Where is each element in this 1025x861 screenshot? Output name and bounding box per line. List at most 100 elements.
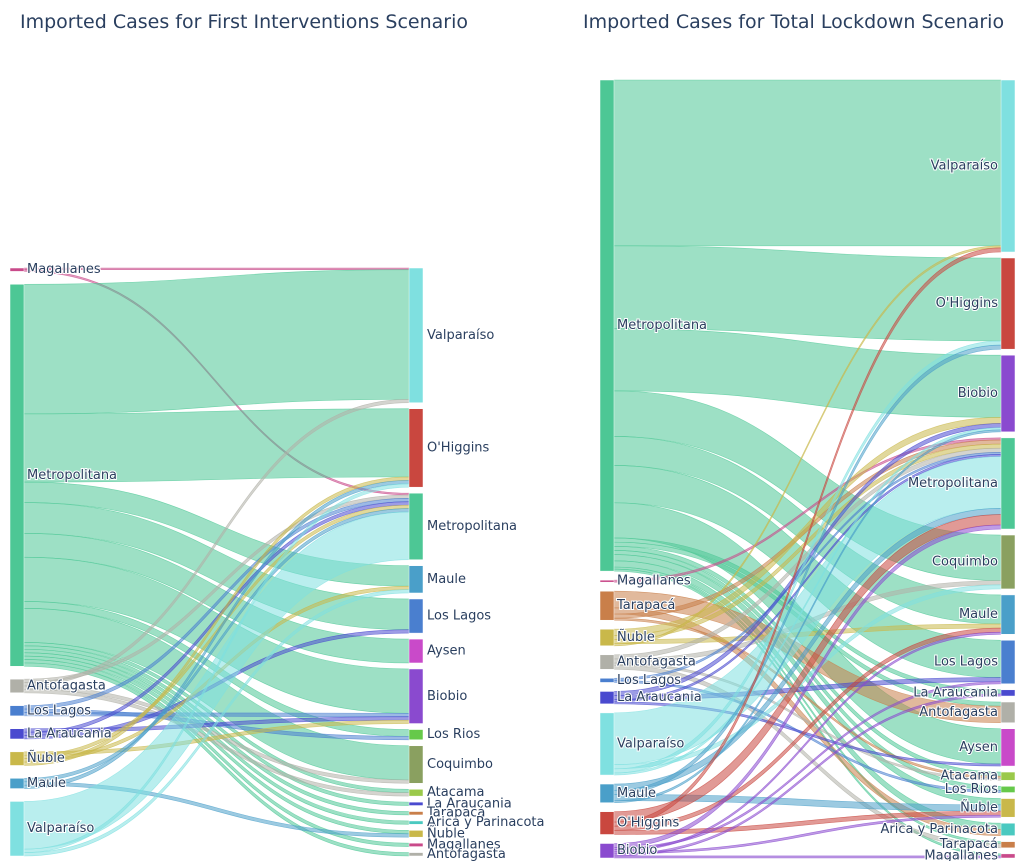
target-node bbox=[408, 598, 424, 634]
target-node bbox=[408, 408, 424, 488]
target-node bbox=[408, 820, 424, 825]
source-node bbox=[9, 728, 25, 740]
target-node bbox=[408, 789, 424, 797]
target-label: La Araucania bbox=[913, 685, 998, 700]
target-node bbox=[1000, 728, 1016, 767]
target-node bbox=[1000, 841, 1016, 849]
target-node bbox=[1000, 437, 1016, 530]
target-label: O'Higgins bbox=[427, 440, 490, 455]
source-label: Metropolitana bbox=[617, 318, 707, 333]
target-label: Metropolitana bbox=[908, 476, 998, 491]
target-node bbox=[408, 668, 424, 724]
target-label: Aysen bbox=[959, 740, 998, 755]
source-label: Biobio bbox=[617, 843, 657, 858]
target-label: Maule bbox=[959, 607, 998, 622]
target-node bbox=[408, 638, 424, 664]
source-label: Los Lagos bbox=[27, 703, 91, 718]
source-label: Ñuble bbox=[27, 750, 65, 766]
target-label: Tarapacá bbox=[426, 806, 485, 821]
target-node bbox=[1000, 822, 1016, 836]
source-node bbox=[9, 801, 25, 857]
target-node bbox=[408, 492, 424, 560]
source-node bbox=[9, 678, 25, 694]
target-label: Arica y Parinacota bbox=[427, 815, 544, 830]
target-node bbox=[408, 745, 424, 784]
target-label: Coquimbo bbox=[427, 757, 493, 772]
target-label: Biobio bbox=[958, 386, 998, 401]
target-node bbox=[408, 811, 424, 816]
target-node bbox=[408, 729, 424, 741]
source-label: Magallanes bbox=[27, 262, 101, 277]
target-label: Antofagasta bbox=[919, 705, 998, 720]
layer bbox=[9, 79, 1016, 859]
target-label: Tarapacá bbox=[939, 837, 998, 852]
target-label: Los Lagos bbox=[427, 609, 491, 624]
target-label: Aysen bbox=[427, 644, 466, 659]
target-node bbox=[1000, 79, 1016, 253]
target-node bbox=[1000, 853, 1016, 859]
source-node bbox=[599, 691, 615, 705]
source-label: Valparaíso bbox=[617, 736, 684, 751]
source-label: Tarapacá bbox=[616, 598, 675, 613]
source-label: La Araucania bbox=[27, 726, 112, 741]
source-label: Antofagasta bbox=[617, 655, 696, 670]
target-label: Los Rios bbox=[945, 782, 998, 797]
target-node bbox=[408, 801, 424, 806]
target-node bbox=[1000, 771, 1016, 781]
layer bbox=[23, 79, 1002, 859]
target-node bbox=[1000, 354, 1016, 433]
source-label: Metropolitana bbox=[27, 468, 117, 483]
source-node bbox=[599, 843, 615, 859]
target-label: Ñuble bbox=[427, 825, 465, 841]
target-label: Atacama bbox=[941, 769, 998, 784]
source-label: Los Lagos bbox=[617, 673, 681, 688]
target-label: Ñuble bbox=[960, 799, 998, 815]
target-node bbox=[1000, 640, 1016, 685]
source-node bbox=[599, 811, 615, 835]
target-label: Atacama bbox=[427, 785, 484, 800]
source-node bbox=[9, 778, 25, 789]
target-label: Biobio bbox=[427, 689, 467, 704]
source-node bbox=[599, 579, 615, 583]
target-node bbox=[1000, 786, 1016, 793]
target-node bbox=[1000, 689, 1016, 697]
target-label: Los Rios bbox=[427, 727, 480, 742]
target-label: Antofagasta bbox=[427, 847, 506, 861]
source-node bbox=[9, 705, 25, 717]
source-node bbox=[599, 590, 615, 621]
source-node bbox=[599, 783, 615, 803]
target-label: Valparaíso bbox=[427, 328, 494, 343]
target-label: La Araucania bbox=[427, 796, 512, 811]
source-label: Maule bbox=[27, 776, 66, 791]
target-node bbox=[1000, 594, 1016, 635]
target-label: O'Higgins bbox=[936, 296, 999, 311]
source-label: Antofagasta bbox=[27, 678, 106, 693]
target-label: Los Lagos bbox=[934, 655, 998, 670]
flow bbox=[23, 269, 410, 415]
source-node bbox=[9, 267, 25, 272]
target-label: Valparaíso bbox=[931, 159, 998, 174]
target-label: Magallanes bbox=[924, 848, 998, 861]
chart-title: Imported Cases for Total Lockdown Scenar… bbox=[583, 11, 1004, 33]
layer: Magallanes Metropolitana Antofagasta Los La… bbox=[26, 158, 999, 861]
source-node bbox=[9, 284, 25, 667]
target-node bbox=[408, 852, 424, 857]
target-label: Arica y Parinacota bbox=[881, 822, 998, 837]
target-label: Maule bbox=[427, 572, 466, 587]
source-node bbox=[599, 79, 615, 572]
source-label: Magallanes bbox=[617, 574, 691, 589]
target-node bbox=[1000, 257, 1016, 350]
source-node bbox=[599, 628, 615, 647]
target-node bbox=[1000, 701, 1016, 723]
target-label: Metropolitana bbox=[427, 519, 517, 534]
source-label: O'Higgins bbox=[617, 816, 680, 831]
target-node bbox=[408, 830, 424, 838]
target-node bbox=[408, 842, 424, 847]
source-node bbox=[599, 712, 615, 776]
target-node bbox=[408, 267, 424, 403]
source-node bbox=[599, 654, 615, 670]
source-node bbox=[599, 678, 615, 683]
target-node bbox=[1000, 798, 1016, 818]
source-node bbox=[9, 751, 25, 766]
